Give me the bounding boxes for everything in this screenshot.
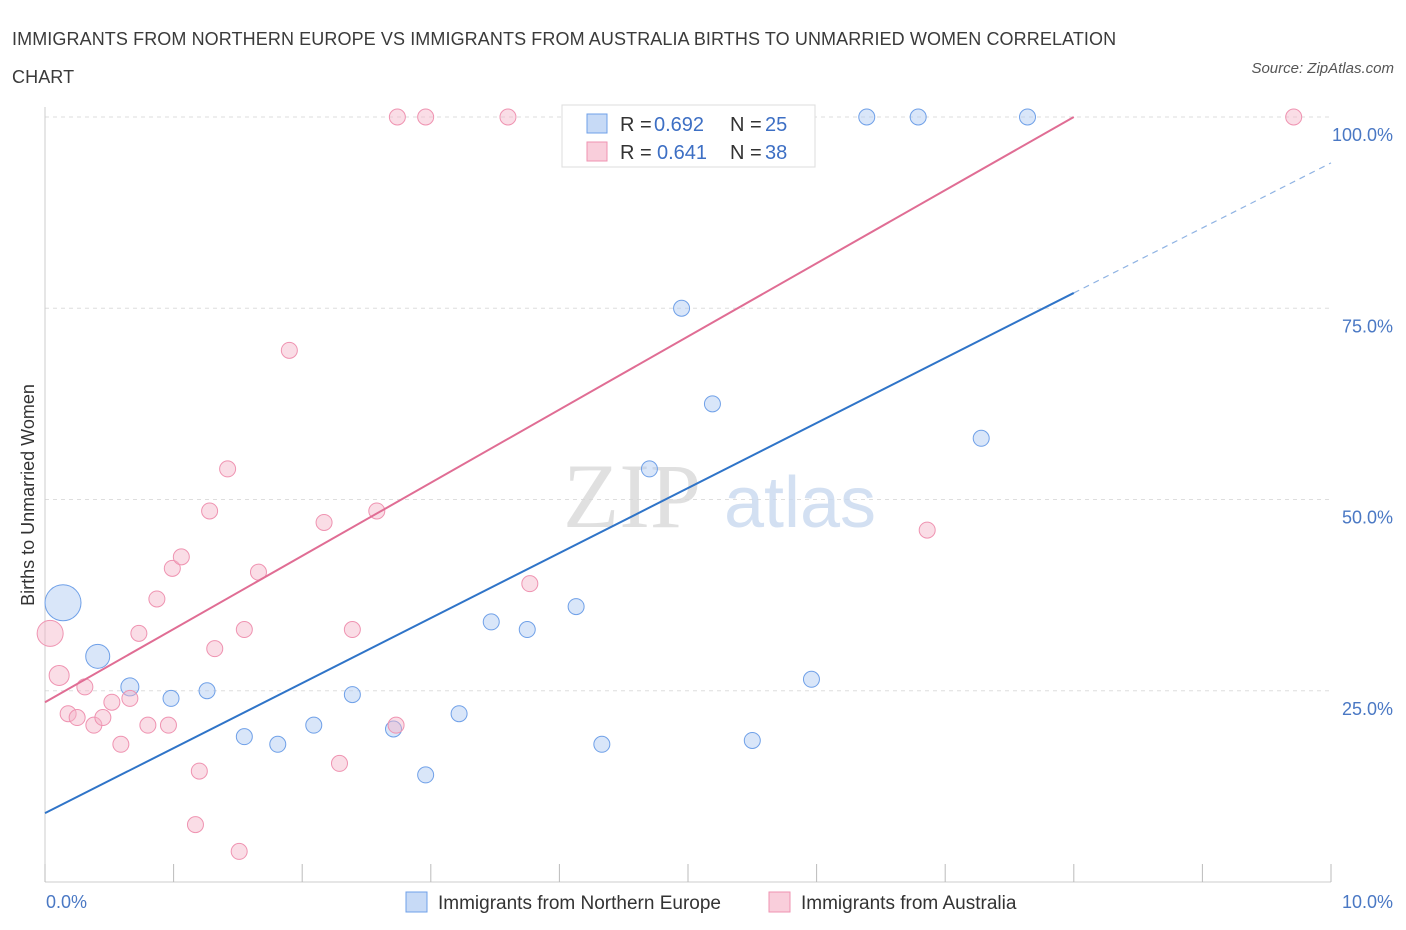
data-point-northern-europe-18	[703, 395, 721, 413]
trend-line-australia	[44, 116, 1075, 704]
data-point-australia-0	[36, 619, 64, 647]
legend-n-label-2: N =	[730, 142, 762, 164]
y-tick-label-75: 75.0%	[1342, 316, 1393, 336]
data-point-australia-9	[121, 689, 139, 707]
trend-line-northern-europe-extension	[1073, 162, 1332, 294]
y-tick-label-25: 25.0%	[1342, 699, 1393, 719]
tick-labels: 25.0% 50.0% 75.0% 100.0% 0.0% 10.0%	[46, 125, 1393, 912]
axes	[44, 107, 1332, 883]
data-point-australia-29	[388, 108, 406, 126]
data-point-northern-europe-6	[269, 735, 287, 753]
data-point-australia-17	[190, 762, 208, 780]
legend-r-value-2: 0.641	[657, 142, 707, 164]
data-point-northern-europe-1	[85, 643, 111, 669]
data-point-northern-europe-12	[482, 613, 500, 631]
legend-n-value-1: 25	[765, 114, 787, 136]
stats-legend: R = 0.692 N = 25 R = 0.641 N = 38	[561, 104, 816, 168]
data-point-australia-36	[1285, 108, 1303, 126]
data-point-northern-europe-4	[198, 682, 216, 700]
data-point-australia-30	[387, 716, 405, 734]
data-point-northern-europe-23	[972, 429, 990, 447]
data-point-australia-25	[315, 513, 333, 531]
legend-n-label-1: N =	[730, 114, 762, 136]
data-point-northern-europe-0	[44, 584, 82, 622]
data-point-northern-europe-20	[802, 670, 820, 688]
data-point-northern-europe-11	[450, 705, 468, 723]
data-point-northern-europe-19	[743, 731, 761, 749]
bottom-legend-swatch-pink	[768, 891, 791, 913]
data-point-northern-europe-21	[858, 108, 876, 126]
y-tick-label-100: 100.0%	[1332, 125, 1393, 145]
data-point-australia-3	[68, 709, 86, 727]
data-point-australia-10	[130, 624, 148, 642]
data-point-australia-26	[330, 754, 348, 772]
data-point-australia-27	[343, 621, 361, 639]
data-point-australia-1	[48, 664, 70, 686]
watermark-zip: ZIP	[563, 445, 701, 547]
x-tick-label-min: 0.0%	[46, 892, 87, 912]
grid-lines	[45, 116, 1331, 692]
y-axis-title: Births to Unmarried Women	[18, 384, 38, 606]
legend-r-label-1: R =	[620, 114, 652, 136]
trend-lines	[44, 116, 1332, 815]
y-tick-label-50: 50.0%	[1342, 508, 1393, 528]
legend-swatch-pink	[586, 141, 608, 162]
data-point-australia-21	[230, 842, 248, 860]
data-point-australia-18	[201, 502, 219, 520]
data-point-northern-europe-17	[673, 299, 691, 317]
data-point-northern-europe-22	[909, 108, 927, 126]
data-point-australia-2	[59, 705, 77, 723]
data-point-australia-16	[186, 816, 204, 834]
data-point-australia-31	[417, 108, 435, 126]
bottom-legend-swatch-blue	[405, 891, 428, 913]
data-point-australia-11	[139, 716, 157, 734]
data-point-australia-20	[219, 460, 237, 478]
data-point-northern-europe-3	[162, 689, 180, 707]
data-point-australia-33	[521, 575, 539, 593]
data-point-northern-europe-13	[518, 621, 536, 639]
legend-r-label-2: R =	[620, 142, 652, 164]
data-point-australia-32	[499, 108, 517, 126]
data-point-northern-europe-24	[1019, 108, 1037, 126]
data-point-australia-12	[148, 590, 166, 608]
data-point-australia-7	[103, 693, 121, 711]
bottom-legend-label-pink: Immigrants from Australia	[801, 893, 1017, 914]
legend-r-value-1: 0.692	[654, 114, 704, 136]
data-point-australia-15	[172, 548, 190, 566]
data-point-northern-europe-14	[567, 598, 585, 616]
data-point-northern-europe-5	[235, 728, 253, 746]
chart-title: IMMIGRANTS FROM NORTHERN EUROPE VS IMMIG…	[12, 29, 1117, 87]
data-point-australia-22	[235, 621, 253, 639]
data-point-northern-europe-15	[593, 735, 611, 753]
bottom-legend-label-blue: Immigrants from Northern Europe	[438, 893, 721, 914]
source-label: Source: ZipAtlas.com	[1251, 60, 1394, 77]
trend-line-northern-europe	[44, 292, 1075, 815]
data-point-northern-europe-7	[305, 716, 323, 734]
watermark-atlas: atlas	[724, 463, 876, 543]
data-point-australia-4	[76, 678, 94, 696]
data-point-australia-6	[94, 709, 112, 727]
x-tick-label-max: 10.0%	[1342, 892, 1393, 912]
series-northern-europe-points	[44, 108, 1037, 784]
data-point-australia-14	[163, 559, 181, 577]
legend-n-value-2: 38	[765, 142, 787, 164]
data-point-northern-europe-10	[417, 766, 435, 784]
data-point-australia-13	[159, 716, 177, 734]
data-point-australia-24	[280, 341, 298, 359]
legend-swatch-blue	[586, 113, 608, 134]
data-point-australia-19	[206, 640, 224, 658]
data-point-northern-europe-8	[343, 686, 361, 704]
data-point-australia-8	[112, 735, 130, 753]
data-point-australia-35	[918, 521, 936, 539]
data-point-northern-europe-16	[640, 460, 658, 478]
series-legend: Immigrants from Northern Europe Immigran…	[405, 891, 1017, 914]
